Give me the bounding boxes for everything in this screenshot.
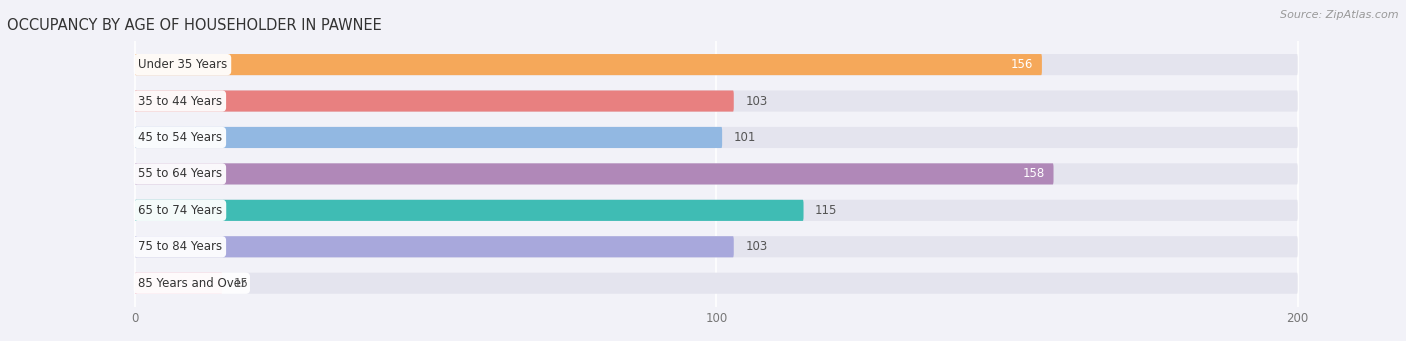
Text: 156: 156	[1011, 58, 1033, 71]
FancyBboxPatch shape	[135, 90, 734, 112]
Text: 15: 15	[233, 277, 249, 290]
Text: 101: 101	[734, 131, 756, 144]
Text: Source: ZipAtlas.com: Source: ZipAtlas.com	[1281, 10, 1399, 20]
Text: 65 to 74 Years: 65 to 74 Years	[138, 204, 222, 217]
FancyBboxPatch shape	[135, 200, 803, 221]
Text: 103: 103	[745, 240, 768, 253]
FancyBboxPatch shape	[135, 200, 1298, 221]
Text: OCCUPANCY BY AGE OF HOUSEHOLDER IN PAWNEE: OCCUPANCY BY AGE OF HOUSEHOLDER IN PAWNE…	[7, 18, 382, 33]
FancyBboxPatch shape	[135, 273, 1298, 294]
Text: 85 Years and Over: 85 Years and Over	[138, 277, 246, 290]
Text: 75 to 84 Years: 75 to 84 Years	[138, 240, 222, 253]
FancyBboxPatch shape	[135, 236, 734, 257]
Text: Under 35 Years: Under 35 Years	[138, 58, 228, 71]
Text: 103: 103	[745, 94, 768, 107]
Text: 115: 115	[815, 204, 838, 217]
FancyBboxPatch shape	[135, 54, 1298, 75]
FancyBboxPatch shape	[135, 54, 1042, 75]
FancyBboxPatch shape	[135, 163, 1053, 184]
FancyBboxPatch shape	[135, 90, 1298, 112]
Text: 55 to 64 Years: 55 to 64 Years	[138, 167, 222, 180]
Text: 35 to 44 Years: 35 to 44 Years	[138, 94, 222, 107]
Text: 45 to 54 Years: 45 to 54 Years	[138, 131, 222, 144]
FancyBboxPatch shape	[135, 236, 1298, 257]
FancyBboxPatch shape	[135, 163, 1298, 184]
Text: 158: 158	[1022, 167, 1045, 180]
FancyBboxPatch shape	[135, 273, 222, 294]
FancyBboxPatch shape	[135, 127, 1298, 148]
FancyBboxPatch shape	[135, 127, 723, 148]
